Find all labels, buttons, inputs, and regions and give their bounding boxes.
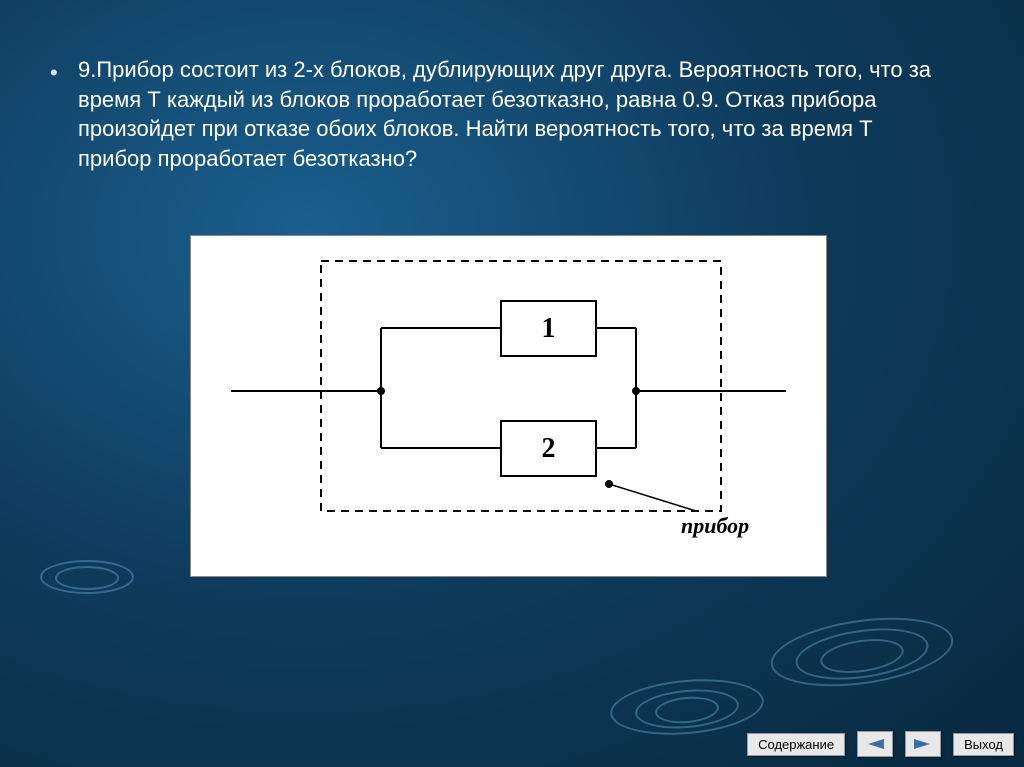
exit-button[interactable]: Выход	[953, 733, 1014, 756]
arrow-left-icon	[866, 737, 884, 751]
problem-text: 9.Прибор состоит из 2-х блоков, дублирую…	[78, 55, 948, 174]
ripple-decoration	[654, 694, 720, 725]
ripple-decoration	[40, 560, 134, 594]
contents-button[interactable]: Содержание	[747, 733, 845, 756]
slide: • 9.Прибор состоит из 2-х блоков, дублир…	[0, 0, 1024, 767]
diagram-svg: 1 2 прибор	[191, 236, 826, 576]
ripple-decoration	[818, 634, 906, 677]
ripple-decoration	[608, 673, 766, 740]
svg-text:1: 1	[542, 313, 556, 344]
nav-bar: Содержание Выход	[747, 731, 1014, 757]
circuit-diagram: 1 2 прибор	[190, 235, 827, 577]
svg-text:2: 2	[542, 433, 556, 464]
svg-text:прибор: прибор	[681, 513, 749, 538]
ripple-decoration	[634, 686, 741, 733]
ripple-decoration	[766, 608, 957, 697]
ripple-decoration	[55, 566, 119, 590]
ripple-decoration	[792, 621, 931, 687]
next-button[interactable]	[905, 731, 941, 757]
bullet-marker: •	[50, 60, 58, 86]
prev-button[interactable]	[857, 731, 893, 757]
arrow-right-icon	[914, 737, 932, 751]
